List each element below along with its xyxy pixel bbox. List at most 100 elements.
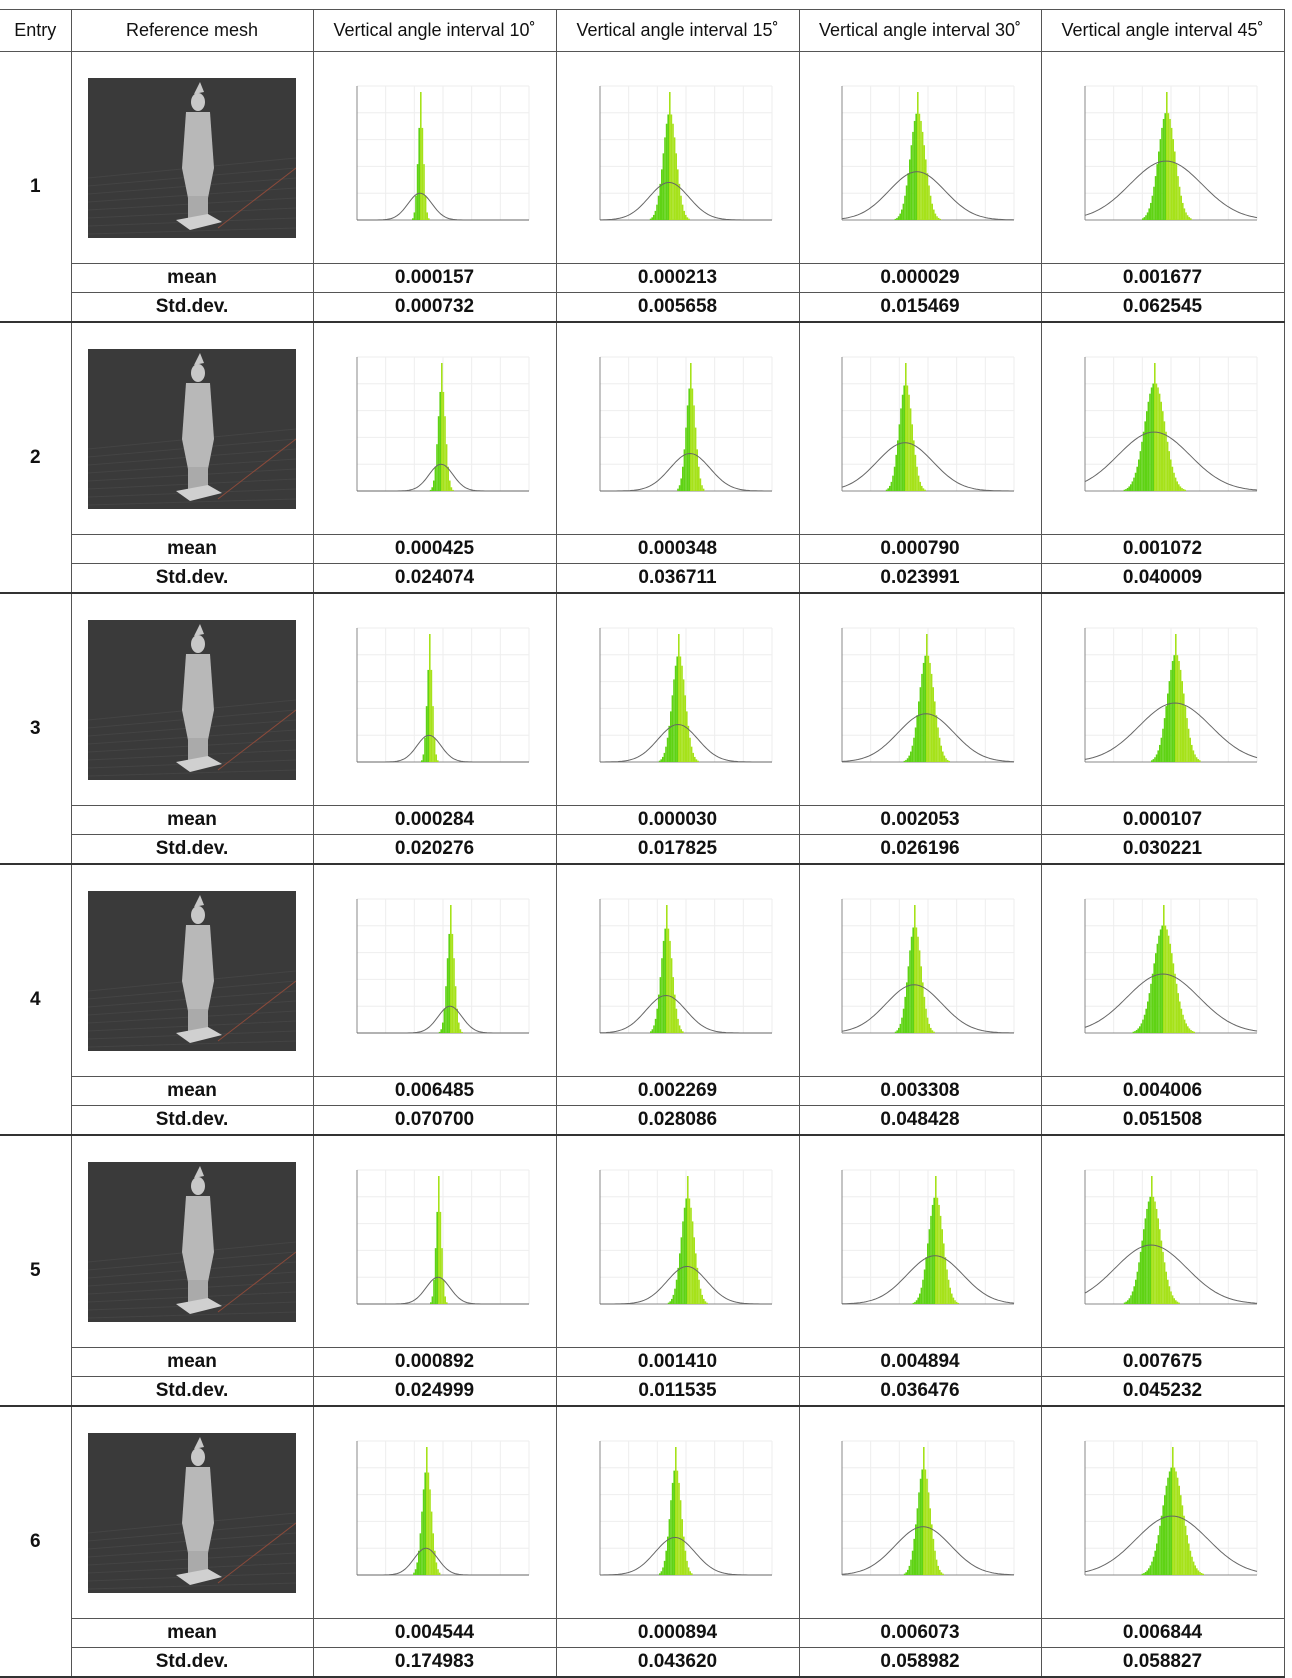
stat-row: mean0.0001570.0002130.0000290.001677: [0, 264, 1284, 293]
hist-bar: [665, 123, 667, 219]
hist-bar: [661, 169, 663, 220]
hist-bar: [434, 1248, 436, 1304]
hist-bar: [694, 756, 696, 761]
stat-value: 0.000348: [556, 535, 799, 564]
hist-bar: [926, 634, 928, 762]
hist-bar: [1135, 1029, 1137, 1032]
hist-bar: [1155, 953, 1157, 1033]
histogram-image: [578, 622, 778, 778]
hist-bar: [911, 424, 913, 491]
hist-bar: [693, 405, 695, 491]
hist-bar: [1175, 983, 1177, 1032]
hist-bar: [913, 1538, 915, 1574]
hist-bar: [1197, 1570, 1199, 1575]
stat-label: mean: [71, 535, 313, 564]
hist-bar: [677, 1018, 679, 1032]
hist-bar: [1163, 1262, 1165, 1304]
stat-value: 0.000213: [556, 264, 799, 293]
hist-bar: [704, 1301, 706, 1304]
stat-row: Std.dev.0.0707000.0280860.0484280.051508: [0, 1106, 1284, 1136]
hist-bar: [919, 1293, 921, 1303]
hist-bar: [1190, 218, 1192, 220]
hist-bar: [919, 113, 921, 219]
histogram-cell: [313, 52, 556, 264]
hist-bar: [942, 751, 944, 761]
head: [191, 1177, 205, 1195]
hist-bar: [427, 1472, 429, 1574]
hist-bar: [431, 1296, 433, 1304]
reference-cell: [71, 52, 313, 264]
hist-bar: [689, 737, 691, 761]
stat-value: 0.002269: [556, 1077, 799, 1106]
hist-bar: [436, 444, 438, 491]
hist-bar: [887, 488, 889, 491]
column-header: Reference mesh: [71, 10, 313, 52]
hist-bar: [899, 424, 901, 491]
hist-bar: [1162, 728, 1164, 761]
hist-bar: [1168, 1471, 1170, 1575]
hist-bar: [680, 195, 682, 219]
hist-bar: [936, 216, 938, 220]
hist-bar: [910, 1559, 912, 1574]
hist-bar: [428, 218, 430, 220]
hist-bar: [439, 391, 441, 490]
hist-bar: [1183, 1515, 1185, 1574]
hist-bar: [424, 195, 426, 219]
histogram-image: [820, 622, 1020, 778]
hist-bar: [670, 958, 672, 1033]
stat-value: 0.011535: [556, 1377, 799, 1407]
hist-bar: [948, 760, 950, 761]
hist-bar: [1165, 706, 1167, 762]
image-row: 6: [0, 1406, 1284, 1619]
hist-bar: [430, 1302, 432, 1304]
hist-bar: [1180, 1495, 1182, 1575]
hist-bar: [423, 164, 425, 220]
hist-bar: [421, 1511, 423, 1574]
hist-bar: [677, 1267, 679, 1303]
hist-bar: [459, 1029, 461, 1033]
hist-bar: [1148, 208, 1150, 220]
hist-bar: [914, 120, 916, 219]
hist-bar: [918, 1492, 920, 1575]
hist-bar: [436, 1211, 438, 1303]
hist-bar: [682, 1031, 684, 1033]
hist-bar: [914, 1301, 916, 1303]
hist-bar: [651, 1029, 653, 1033]
hist-bar: [670, 114, 672, 220]
hist-bar: [669, 92, 671, 220]
stat-value: 0.043620: [556, 1648, 799, 1678]
hist-bar: [937, 1565, 939, 1574]
hist-bar: [1173, 655, 1175, 762]
hist-bar: [678, 183, 680, 219]
hist-bar: [1176, 1301, 1178, 1303]
hist-bar: [905, 1572, 907, 1575]
hist-bar: [937, 727, 939, 762]
hist-bar: [954, 1300, 956, 1304]
hist-bar: [1179, 669, 1181, 761]
hist-bar: [688, 218, 690, 219]
hist-bar: [656, 204, 658, 219]
histogram-image: [335, 893, 535, 1049]
hist-bar: [918, 701, 920, 762]
hist-bar: [1186, 215, 1188, 220]
stat-value: 0.000892: [313, 1348, 556, 1377]
hist-bar: [912, 927, 914, 1033]
hist-bar: [438, 1031, 440, 1032]
hist-bar: [904, 760, 906, 761]
hist-bar: [1144, 1218, 1146, 1304]
histogram-image: [1063, 80, 1263, 236]
hist-bar: [656, 1008, 658, 1032]
hist-bar: [679, 656, 681, 762]
hist-bar: [909, 159, 911, 220]
hist-bar: [1188, 1543, 1190, 1574]
stat-value: 0.006844: [1041, 1619, 1284, 1648]
hist-bar: [1185, 212, 1187, 220]
hist-bar: [673, 1470, 675, 1574]
hist-bar: [896, 217, 898, 219]
hist-bar: [1177, 176, 1179, 220]
hist-bar: [1151, 1561, 1153, 1574]
hist-bar: [923, 1447, 925, 1575]
hist-bar: [903, 1008, 905, 1032]
image-row: 4: [0, 864, 1284, 1077]
histogram-image: [578, 80, 778, 236]
